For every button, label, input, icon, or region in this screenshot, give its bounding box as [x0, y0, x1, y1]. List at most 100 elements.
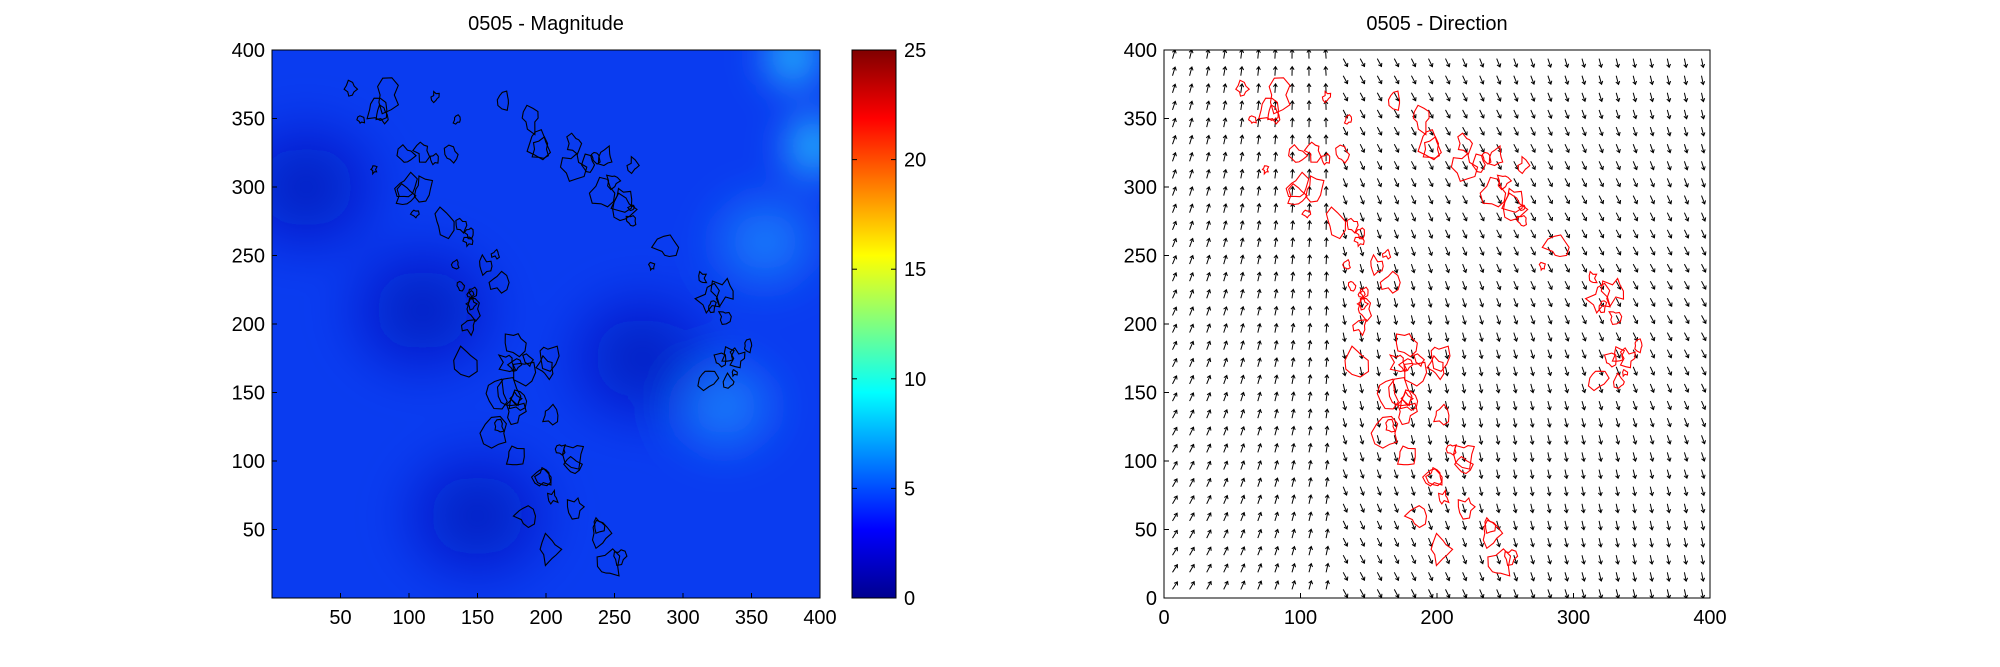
quiver-arrow: [1598, 92, 1604, 103]
quiver-arrow: [1564, 589, 1570, 598]
quiver-arrow: [1598, 58, 1603, 69]
quiver-arrow: [1274, 562, 1280, 573]
quiver-arrow: [1324, 271, 1329, 282]
quiver-arrow: [1512, 400, 1518, 411]
quiver-arrow: [1462, 537, 1467, 548]
quiver-arrow: [1393, 554, 1400, 565]
quiver-arrow: [1445, 572, 1451, 582]
quiver-arrow: [1462, 109, 1468, 119]
contour-outline: [512, 361, 537, 387]
quiver-arrow: [1444, 349, 1450, 360]
quiver-arrow: [1512, 418, 1518, 428]
quiver-arrow: [1306, 117, 1312, 128]
contour-outline: [1598, 300, 1608, 314]
contour-outline: [1335, 144, 1351, 164]
contour-outline: [1412, 104, 1430, 136]
quiver-arrow: [1598, 263, 1605, 273]
quiver-arrow: [1172, 117, 1177, 128]
contour-outline: [526, 128, 552, 161]
quiver-arrow: [1530, 195, 1536, 205]
quiver-arrow: [1444, 486, 1450, 497]
quiver-arrow: [1376, 161, 1383, 171]
quiver-arrow: [1496, 212, 1502, 222]
quiver-arrow: [1291, 459, 1296, 470]
contour-outline: [1453, 455, 1474, 475]
quiver-arrow: [1342, 332, 1347, 343]
quiver-arrow: [1273, 357, 1279, 367]
contour-outline: [1321, 90, 1332, 104]
quiver-arrow: [1306, 50, 1312, 59]
quiver-arrow: [1306, 134, 1312, 145]
quiver-arrow: [1478, 383, 1484, 394]
quiver-arrow: [1683, 503, 1689, 514]
quiver-arrow: [1256, 288, 1262, 299]
quiver-arrow: [1495, 452, 1501, 463]
quiver-arrow: [1530, 92, 1536, 102]
quiver-arrow: [1444, 332, 1450, 343]
quiver-arrow: [1376, 366, 1381, 377]
quiver-arrow: [1189, 340, 1195, 350]
quiver-arrow: [1649, 246, 1656, 256]
quiver-arrow: [1189, 306, 1195, 316]
quiver-arrow: [1700, 486, 1706, 497]
quiver-arrow: [1376, 589, 1383, 598]
contour-outline: [533, 466, 552, 487]
quiver-arrow: [1615, 572, 1620, 582]
quiver-arrow: [1289, 134, 1295, 145]
contour-outline: [490, 248, 501, 260]
quiver-arrow: [1291, 511, 1296, 522]
quiver-arrow: [1700, 555, 1706, 565]
quiver-arrow: [1240, 460, 1246, 470]
quiver-arrow: [1445, 161, 1451, 170]
quiver-arrow: [1325, 545, 1330, 556]
quiver-arrow: [1598, 109, 1604, 120]
quiver-arrow: [1530, 246, 1536, 256]
quiver-arrow: [1461, 435, 1467, 445]
quiver-arrow: [1547, 75, 1553, 86]
quiver-arrow: [1308, 511, 1313, 522]
quiver-arrow: [1666, 161, 1672, 171]
quiver-arrow: [1323, 219, 1329, 230]
quiver-arrow: [1683, 520, 1689, 531]
quiver-arrow: [1444, 469, 1450, 480]
quiver-arrow: [1376, 469, 1382, 479]
quiver-arrow: [1393, 161, 1400, 171]
contour-outline: [1397, 358, 1414, 373]
quiver-arrow: [1666, 332, 1673, 342]
contour-outline: [1342, 258, 1351, 270]
quiver-arrow: [1324, 357, 1330, 367]
contour-outline: [1285, 171, 1310, 198]
contour-outline: [1352, 319, 1368, 337]
quiver-arrow: [1683, 418, 1689, 428]
quiver-arrow: [1615, 452, 1620, 463]
quiver-arrow: [1240, 580, 1246, 590]
contour-outline: [462, 236, 474, 248]
quiver-arrow: [1342, 554, 1349, 564]
quiver-arrow: [1649, 161, 1655, 171]
quiver-arrow: [1307, 408, 1313, 419]
quiver-arrow: [1410, 58, 1417, 68]
quiver-arrow: [1478, 349, 1484, 360]
quiver-arrow: [1189, 271, 1195, 282]
quiver-arrow: [1495, 435, 1501, 445]
quiver-arrow: [1376, 246, 1382, 257]
contour-outline: [1357, 289, 1366, 300]
quiver-arrow: [1172, 151, 1177, 162]
contour-outline: [1430, 532, 1454, 567]
quiver-arrow: [1410, 554, 1417, 565]
quiver-arrow: [1274, 528, 1280, 539]
quiver-arrow: [1172, 323, 1178, 333]
quiver-arrow: [1189, 563, 1195, 573]
quiver-arrow: [1342, 126, 1349, 136]
contour-outline: [1517, 204, 1526, 212]
quiver-arrow: [1649, 469, 1655, 480]
quiver-arrow: [1410, 229, 1416, 240]
quiver-arrow: [1324, 511, 1330, 521]
quiver-arrow: [1564, 212, 1571, 222]
quiver-arrow: [1445, 109, 1451, 119]
quiver-arrow: [1274, 408, 1279, 419]
quiver-arrow: [1342, 178, 1348, 188]
quiver-arrow: [1222, 185, 1228, 196]
contour-outline: [530, 468, 552, 487]
